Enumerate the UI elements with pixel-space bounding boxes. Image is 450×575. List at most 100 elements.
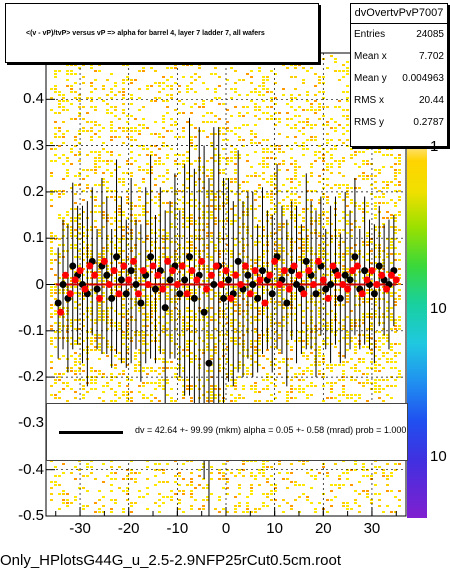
red-point <box>358 290 366 298</box>
heatmap-cell <box>98 151 101 153</box>
heatmap-cell <box>90 367 93 369</box>
heatmap-cell <box>50 481 53 483</box>
heatmap-cell <box>374 205 377 207</box>
heatmap-cell <box>390 328 393 330</box>
heatmap-cell <box>366 382 369 384</box>
heatmap-cell <box>102 505 105 507</box>
heatmap-cell <box>162 175 165 177</box>
heatmap-cell <box>346 253 349 255</box>
heatmap-cell <box>230 337 233 339</box>
heatmap-cell <box>318 328 321 330</box>
heatmap-cell <box>190 274 193 276</box>
heatmap-cell <box>282 511 285 513</box>
heatmap-cell <box>182 226 185 228</box>
heatmap-cell <box>122 211 125 213</box>
heatmap-cell <box>242 181 245 183</box>
heatmap-cell <box>106 169 109 171</box>
red-point <box>100 257 108 265</box>
heatmap-cell <box>210 214 213 216</box>
heatmap-cell <box>118 214 121 216</box>
heatmap-cell <box>278 460 281 462</box>
heatmap-cell <box>138 97 141 99</box>
heatmap-cell <box>302 67 305 69</box>
heatmap-cell <box>66 499 69 501</box>
heatmap-cell <box>374 316 377 318</box>
heatmap-cell <box>206 271 209 273</box>
fit-legend-text: dv = 42.64 +- 99.99 (mkm) alpha = 0.05 +… <box>135 425 407 435</box>
heatmap-cell <box>254 133 257 135</box>
heatmap-cell <box>338 172 341 174</box>
heatmap-cell <box>206 400 209 402</box>
black-point <box>322 285 330 293</box>
heatmap-cell <box>170 397 173 399</box>
heatmap-cell <box>106 307 109 309</box>
heatmap-cell <box>178 499 181 501</box>
heatmap-cell <box>342 76 345 78</box>
heatmap-cell <box>270 466 273 468</box>
heatmap-cell <box>290 385 293 387</box>
heatmap-cell <box>126 79 129 81</box>
heatmap-cell <box>214 313 217 315</box>
heatmap-cell <box>166 334 169 336</box>
heatmap-cell <box>190 112 193 114</box>
z-tick-label: 10 <box>430 300 447 317</box>
heatmap-cell <box>258 106 261 108</box>
heatmap-cell <box>366 367 369 369</box>
heatmap-cell <box>206 88 209 90</box>
black-point <box>283 299 291 307</box>
heatmap-cell <box>114 217 117 219</box>
heatmap-cell <box>294 388 297 390</box>
heatmap-cell <box>186 388 189 390</box>
heatmap-cell <box>142 145 145 147</box>
heatmap-cell <box>266 157 269 159</box>
heatmap-cell <box>262 289 265 291</box>
heatmap-cell <box>302 154 305 156</box>
red-point <box>387 271 395 279</box>
heatmap-cell <box>190 292 193 294</box>
heatmap-cell <box>94 79 97 81</box>
heatmap-cell <box>374 379 377 381</box>
heatmap-cell <box>82 388 85 390</box>
heatmap-cell <box>102 181 105 183</box>
heatmap-cell <box>190 106 193 108</box>
heatmap-cell <box>98 259 101 261</box>
heatmap-cell <box>230 250 233 252</box>
heatmap-cell <box>162 100 165 102</box>
heatmap-cell <box>314 208 317 210</box>
heatmap-cell <box>354 244 357 246</box>
heatmap-cell <box>374 262 377 264</box>
heatmap-cell <box>334 121 337 123</box>
heatmap-cell <box>98 373 101 375</box>
heatmap-cell <box>142 385 145 387</box>
heatmap-cell <box>66 172 69 174</box>
heatmap-cell <box>362 382 365 384</box>
heatmap-cell <box>190 250 193 252</box>
heatmap-cell <box>194 343 197 345</box>
heatmap-cell <box>294 175 297 177</box>
heatmap-cell <box>234 496 237 498</box>
heatmap-cell <box>94 169 97 171</box>
heatmap-cell <box>82 379 85 381</box>
heatmap-cell <box>366 211 369 213</box>
heatmap-cell <box>214 292 217 294</box>
heatmap-cell <box>162 235 165 237</box>
heatmap-cell <box>266 163 269 165</box>
heatmap-cell <box>270 490 273 492</box>
heatmap-cell <box>238 313 241 315</box>
heatmap-cell <box>190 136 193 138</box>
heatmap-cell <box>74 136 77 138</box>
heatmap-cell <box>126 274 129 276</box>
heatmap-cell <box>314 478 317 480</box>
heatmap-cell <box>194 250 197 252</box>
heatmap-cell <box>214 115 217 117</box>
heatmap-cell <box>198 469 201 471</box>
heatmap-cell <box>162 247 165 249</box>
heatmap-cell <box>110 124 113 126</box>
heatmap-cell <box>194 136 197 138</box>
heatmap-cell <box>346 250 349 252</box>
heatmap-cell <box>218 472 221 474</box>
heatmap-cell <box>166 496 169 498</box>
heatmap-cell <box>210 370 213 372</box>
heatmap-cell <box>106 151 109 153</box>
heatmap-cell <box>294 376 297 378</box>
